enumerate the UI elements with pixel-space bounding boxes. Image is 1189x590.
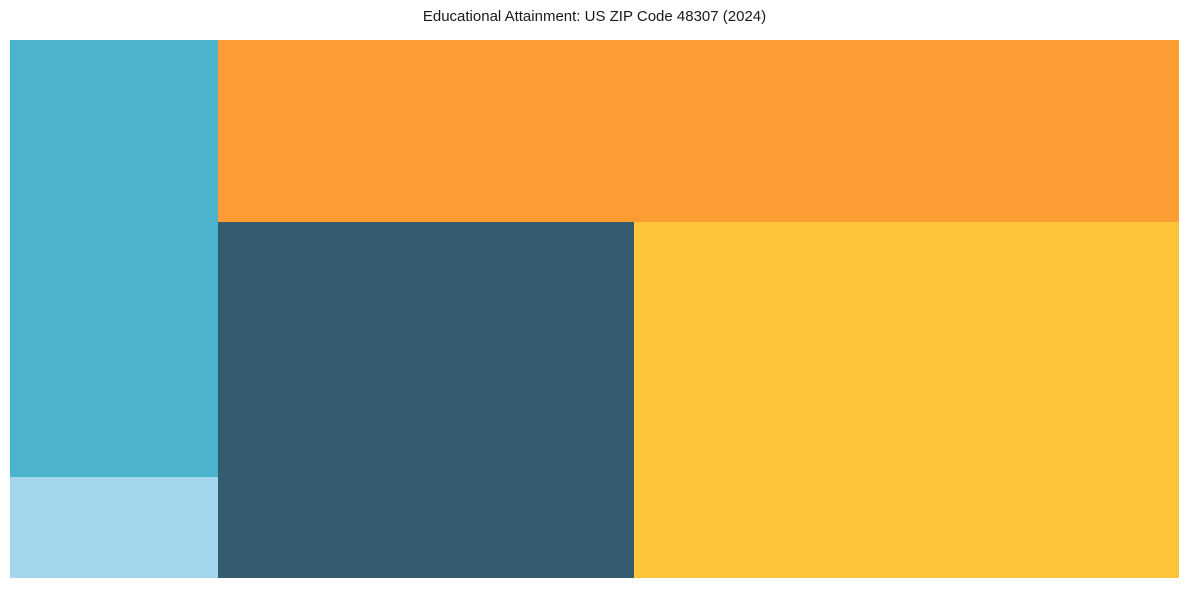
- chart-title: Educational Attainment: US ZIP Code 4830…: [422, 8, 767, 25]
- treemap-tile[interactable]: Graduate or professional degree: [218, 40, 1179, 222]
- treemap-plot-area: Bachelor's degreeGraduate or professiona…: [10, 40, 1179, 578]
- treemap-tile[interactable]: Some college or associate's degree: [218, 222, 634, 578]
- treemap-tile[interactable]: Less than high school: [10, 477, 218, 578]
- treemap-tile[interactable]: Bachelor's degree: [634, 222, 1179, 578]
- treemap-tile[interactable]: High school graduate: [10, 40, 218, 477]
